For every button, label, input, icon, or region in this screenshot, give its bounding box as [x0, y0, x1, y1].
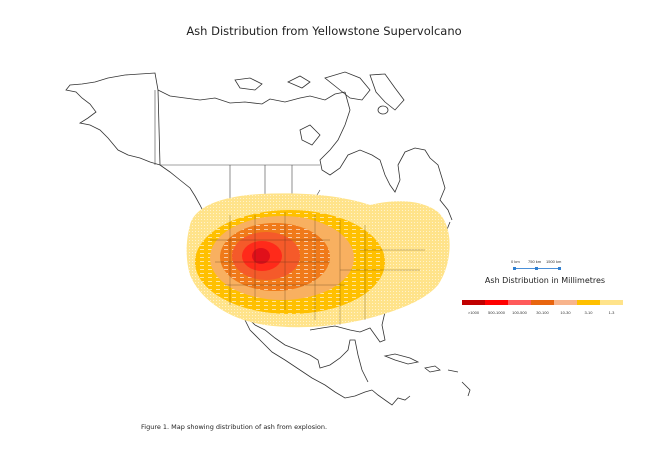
scale-label-0: 0 km [511, 259, 520, 264]
scale-bar: 0 km 750 km 1500 km [508, 259, 564, 273]
legend-swatch-500-1000 [485, 300, 508, 305]
legend-label: 100-500 [512, 310, 527, 315]
legend-swatch-over-1000 [462, 300, 485, 305]
legend-swatch-3-10 [577, 300, 600, 305]
legend-swatches [462, 300, 623, 305]
legend-title: Ash Distribution in Millimetres [484, 276, 606, 285]
legend-swatch-10-30 [554, 300, 577, 305]
scale-tick [535, 267, 538, 270]
scale-label-1500: 1500 km [546, 259, 562, 264]
figure-caption: Figure 1. Map showing distribution of as… [141, 423, 328, 431]
ash-layers [186, 193, 450, 328]
state-borders [210, 212, 425, 325]
scale-label-750: 750 km [528, 259, 542, 264]
legend-label: >1000 [467, 310, 480, 315]
scale-tick [558, 267, 561, 270]
legend-swatch-30-100 [531, 300, 554, 305]
legend-label: 10-30 [560, 310, 571, 315]
legend-swatch-100-500 [508, 300, 531, 305]
ash-zone-over-1000 [252, 248, 270, 264]
legend-swatch-1-3 [600, 300, 623, 305]
scale-tick [513, 267, 516, 270]
legend-labels: >1000 500-1000 100-500 30-100 10-30 3-10… [462, 310, 623, 315]
legend-label: 1-3 [608, 310, 615, 315]
legend-label: 3-10 [584, 310, 593, 315]
map-title: Ash Distribution from Yellowstone Superv… [186, 24, 462, 38]
legend-label: 30-100 [536, 310, 549, 315]
legend-label: 500-1000 [488, 310, 505, 315]
